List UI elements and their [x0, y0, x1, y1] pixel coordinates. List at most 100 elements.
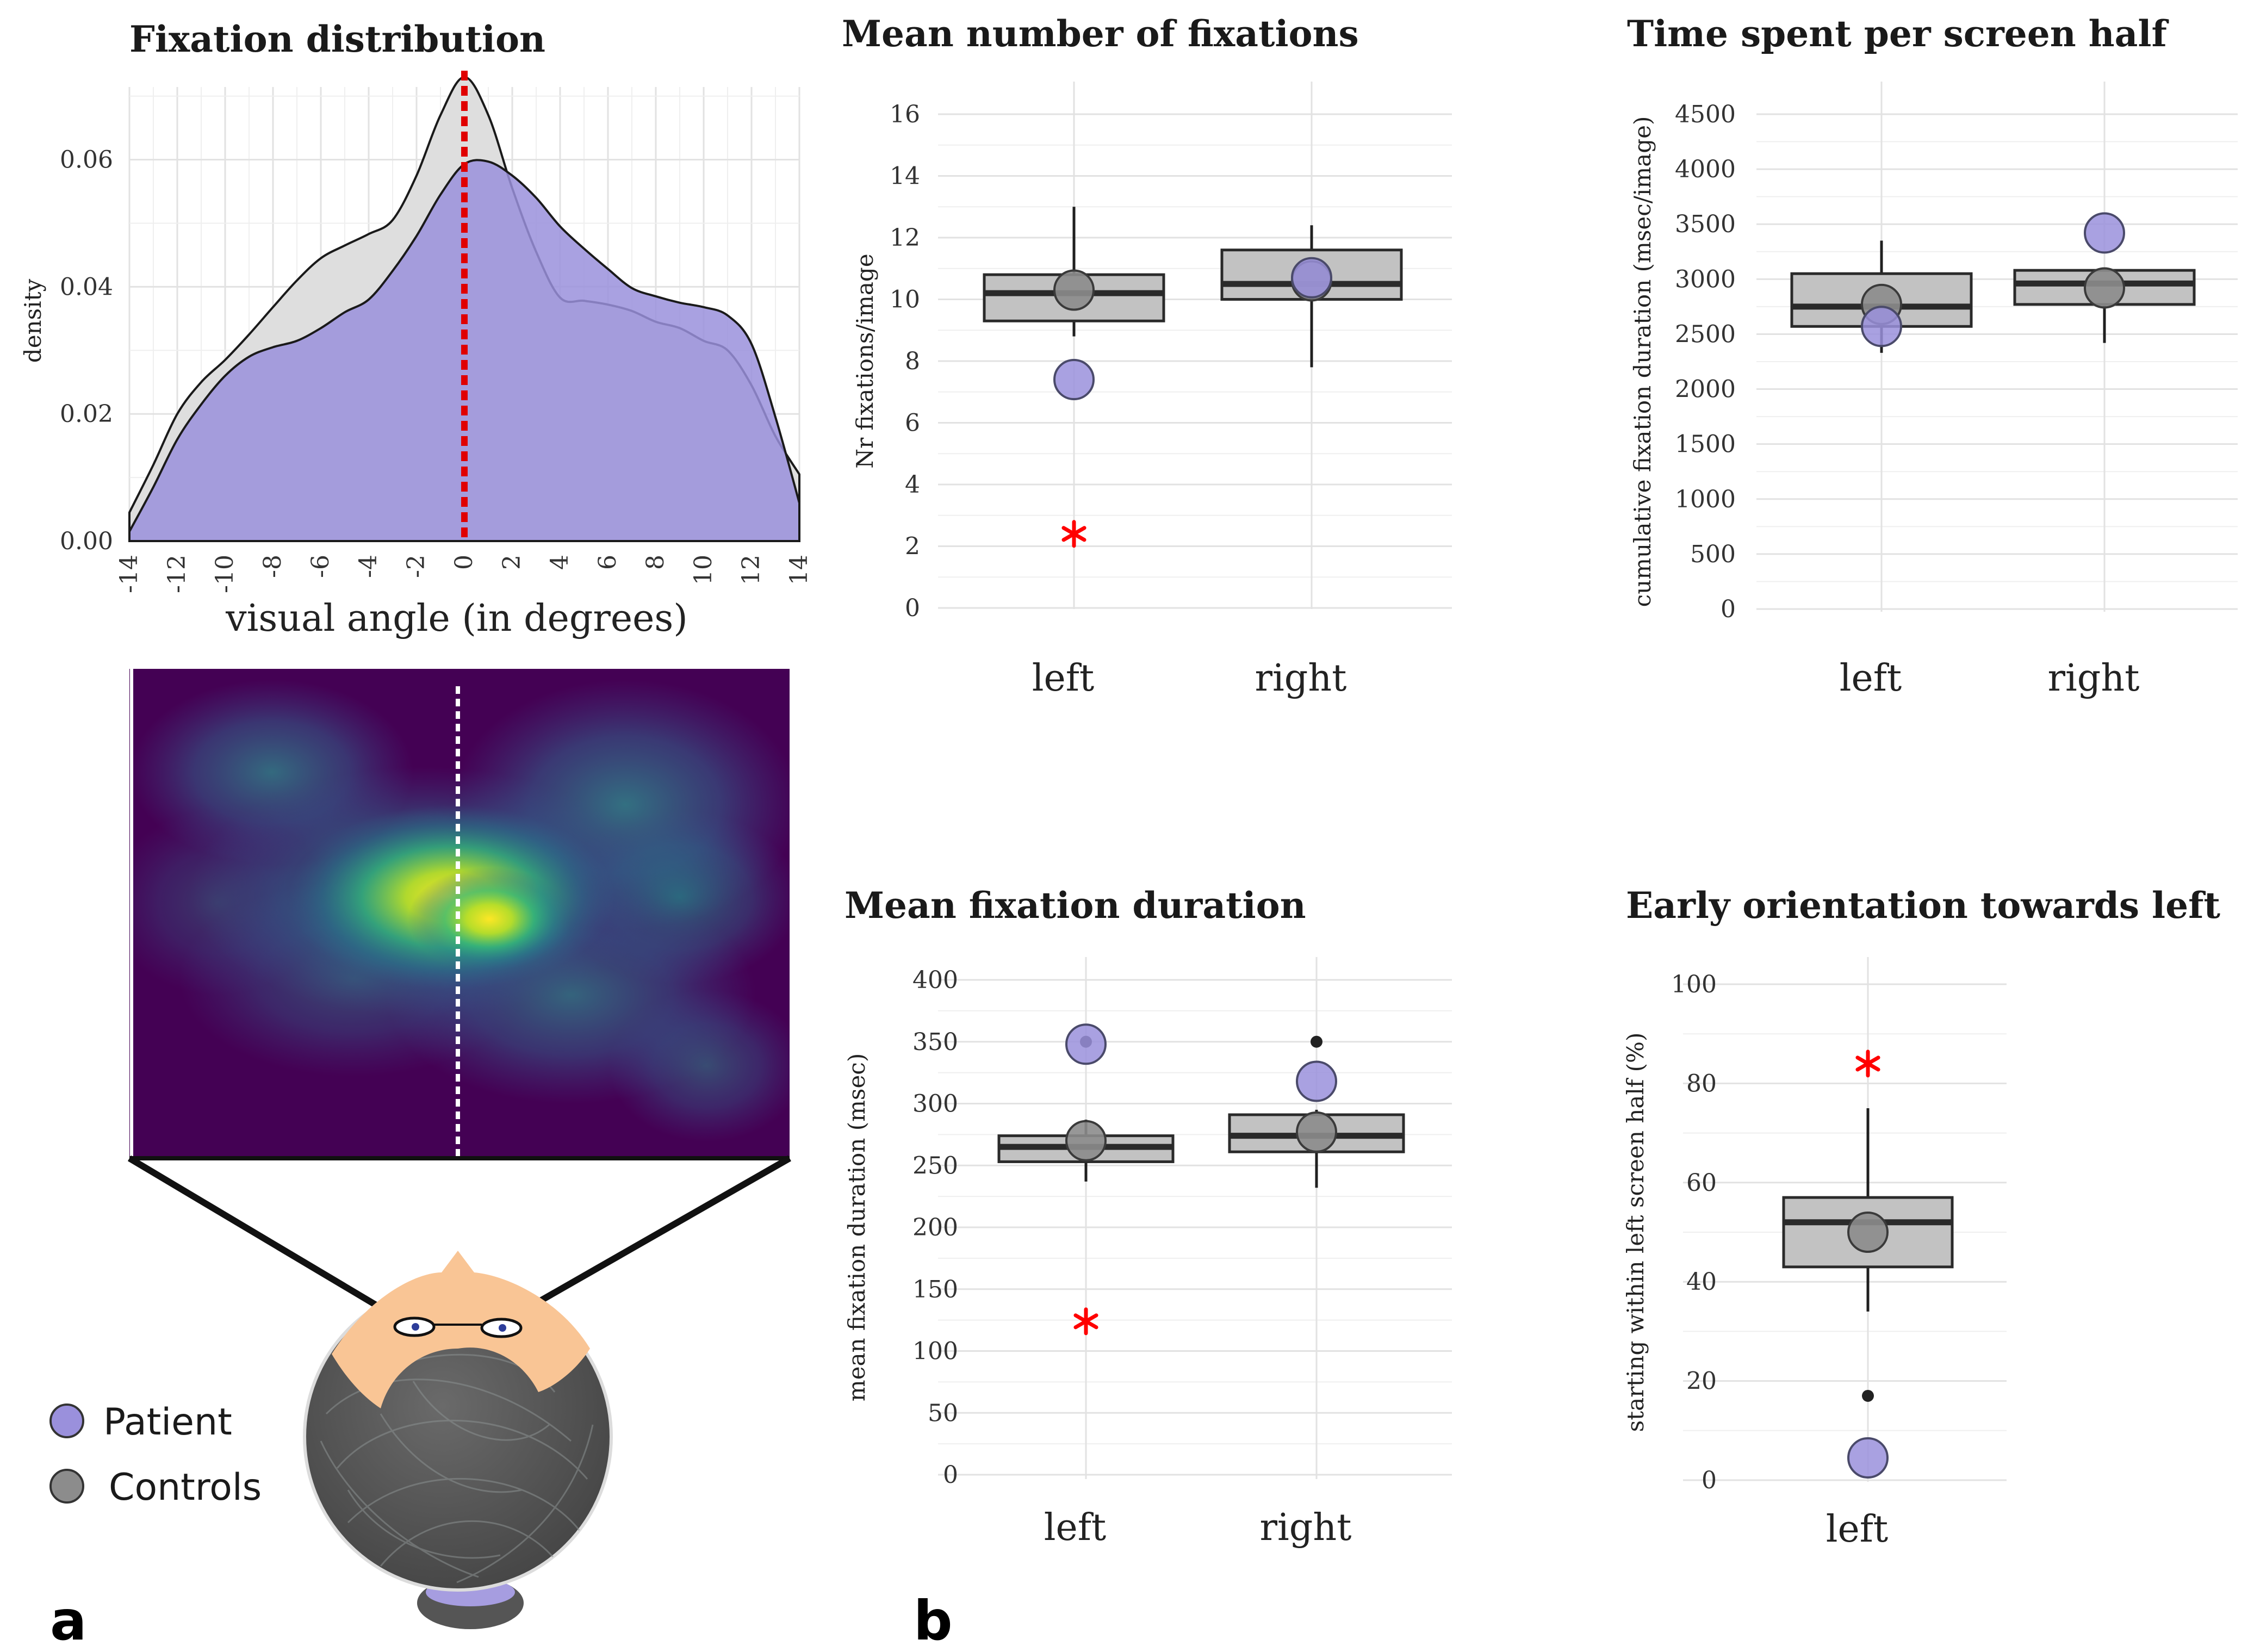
- density-xtick-label: -4: [355, 555, 382, 578]
- density-ticks: 0.00 0.02 0.04 0.06 -14 -12 -10 -8 -6 -4 -2 0 2 4 6 8 10…: [60, 146, 813, 593]
- heatmap-blobs: [129, 680, 790, 1142]
- face: [332, 1251, 590, 1408]
- early-outlier: [1862, 1389, 1874, 1402]
- early-ytick-label: 80: [1686, 1070, 1717, 1097]
- nfix-title: Mean number of fixations: [842, 13, 1359, 55]
- time-ytick-label: 2500: [1675, 320, 1736, 348]
- nfix-ytick-label: 8: [905, 347, 920, 375]
- time-ytick-label: 3000: [1675, 265, 1736, 293]
- nfix-ylabel: Nr fixations/image: [852, 253, 878, 468]
- nfix-category-label: left: [1032, 657, 1094, 700]
- legend-controls-icon: [49, 1469, 84, 1504]
- duration-controls-point: [1065, 1120, 1107, 1162]
- nfix-category-label: right: [1255, 657, 1347, 700]
- early-orientation-chart: Early orientation towards left 0 20 40 60 80 1…: [1622, 884, 2220, 1551]
- legend-patient-icon: [49, 1403, 84, 1438]
- density-xtick-label: 2: [498, 555, 526, 570]
- time-ytick-label: 1500: [1675, 431, 1736, 458]
- time-category-label: right: [2048, 657, 2140, 700]
- panel-label-b: b: [914, 1589, 953, 1652]
- duration-outlier: [1311, 1035, 1322, 1048]
- time-title: Time spent per screen half: [1627, 13, 2169, 55]
- density-xtick-label: 6: [594, 555, 622, 570]
- time-ytick-label: 4000: [1675, 156, 1736, 183]
- density-xtick-label: 14: [785, 555, 813, 585]
- density-ytick-label: 0.02: [60, 400, 113, 428]
- nfix-significance-asterisk: [1061, 520, 1086, 548]
- duration-ytick-label: 400: [912, 966, 958, 994]
- early-ytick-label: 0: [1702, 1467, 1717, 1494]
- fixation-heatmap: [127, 669, 791, 1325]
- density-xtick-label: 0: [450, 555, 478, 570]
- density-xtick-label: 8: [642, 555, 669, 570]
- time-ytick-label: 4500: [1675, 101, 1736, 128]
- nfix-ytick-label: 16: [890, 101, 920, 128]
- nfix-ytick-label: 0: [905, 594, 920, 622]
- panel-label-a: a: [50, 1589, 86, 1652]
- density-xtick-label: -12: [163, 555, 191, 593]
- nfix-ytick-label: 4: [905, 471, 920, 499]
- duration-controls-point: [1296, 1111, 1337, 1153]
- early-ytick-label: 20: [1686, 1368, 1717, 1395]
- duration-patient-point: [1065, 1023, 1107, 1065]
- density-xtick-label: 12: [737, 555, 765, 585]
- time-ytick-label: 2000: [1675, 376, 1736, 403]
- asterisk-stroke: [1073, 1313, 1098, 1330]
- view-line-right: [512, 1155, 791, 1319]
- duration-significance-asterisk: [1073, 1307, 1098, 1336]
- duration-ytick-label: 350: [912, 1028, 958, 1056]
- duration-title: Mean fixation duration: [845, 884, 1306, 927]
- hair-texture: [320, 1353, 594, 1583]
- time-per-half-chart: Time spent per screen half 0 500 1000 1500 20…: [1627, 13, 2238, 700]
- early-significance-asterisk: [1855, 1049, 1880, 1078]
- time-category-label: left: [1840, 657, 1902, 700]
- nfix-ytick-label: 2: [905, 533, 920, 561]
- density-title: Fixation distribution: [129, 18, 545, 60]
- nfix-patient-point: [1053, 359, 1095, 401]
- density-xtick-label: -8: [259, 555, 287, 578]
- early-category-label: left: [1826, 1508, 1888, 1551]
- duration-ytick-label: 0: [943, 1461, 958, 1489]
- early-controls-point: [1847, 1212, 1889, 1253]
- legend-controls-label: Controls: [109, 1466, 262, 1509]
- duration-ylabel: mean fixation duration (msec): [843, 1053, 870, 1401]
- view-line-left: [127, 1155, 406, 1325]
- duration-ytick-label: 250: [912, 1152, 958, 1179]
- asterisk-stroke: [1061, 526, 1086, 542]
- density-chart: Fixation distribution 0.00 0.02 0.04 0.06 -1…: [20, 18, 813, 640]
- duration-patient-point: [1296, 1060, 1337, 1102]
- early-ylabel: starting within left screen half (%): [1622, 1033, 1649, 1432]
- time-ytick-label: 1000: [1675, 486, 1736, 513]
- duration-ytick-label: 50: [928, 1399, 958, 1427]
- early-title: Early orientation towards left: [1626, 884, 2220, 927]
- fixation-duration-chart: Mean fixation duration 0 50 100 150 200 250 300…: [843, 884, 1452, 1549]
- duration-ytick-label: 150: [912, 1276, 958, 1303]
- legend: Patient Controls: [49, 1401, 262, 1509]
- early-patient-point: [1847, 1437, 1889, 1479]
- nfix-ytick-label: 6: [905, 409, 920, 437]
- time-ytick-label: 0: [1721, 595, 1736, 623]
- duration-category-label: right: [1260, 1506, 1352, 1549]
- time-ytick-label: 3500: [1675, 210, 1736, 238]
- early-box: [1782, 1196, 1954, 1269]
- time-patient-point: [1861, 306, 1902, 347]
- asterisk-stroke: [1855, 1055, 1880, 1072]
- density-ytick-label: 0.04: [60, 273, 113, 301]
- time-patient-point: [2084, 212, 2125, 254]
- nfix-controls-point: [1053, 269, 1095, 311]
- density-xtick-label: 10: [690, 555, 717, 585]
- density-xtick-label: -6: [307, 555, 334, 578]
- density-xtick-label: -14: [115, 555, 143, 593]
- mean-fixations-chart: Mean number of fixations 0 2 4 6 8 10 12 14 16 Nr …: [842, 13, 1452, 700]
- nfix-ytick-label: 12: [890, 224, 920, 252]
- time-ylabel: cumulative fixation duration (msec/image…: [1629, 116, 1656, 607]
- nfix-patient-point: [1291, 257, 1332, 299]
- density-xlabel: visual angle (in degrees): [225, 597, 688, 640]
- density-xtick-label: 4: [546, 555, 574, 570]
- duration-ytick-label: 200: [912, 1214, 958, 1241]
- time-ytick-label: 500: [1690, 541, 1736, 568]
- duration-ytick-label: 300: [912, 1090, 958, 1118]
- density-ytick-label: 0.00: [60, 527, 113, 555]
- density-ylabel: density: [20, 279, 46, 363]
